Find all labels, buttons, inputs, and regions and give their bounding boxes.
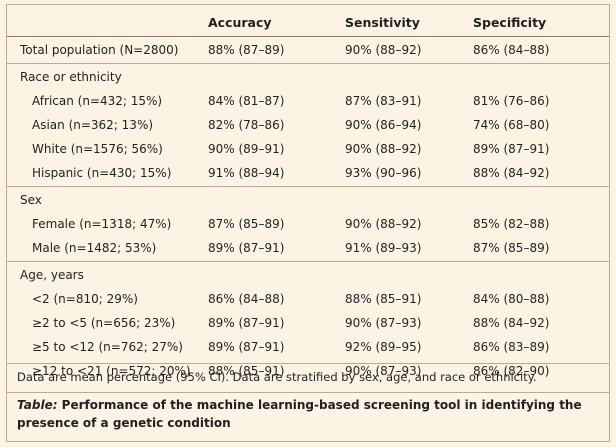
cell-group: Hispanic (n=430; 15%) bbox=[32, 166, 172, 180]
header-cell-sensitivity: Sensitivity bbox=[345, 15, 420, 30]
cell-specificity: 89% (87–91) bbox=[473, 142, 550, 156]
table-group-row: Age, years bbox=[0, 263, 616, 287]
cell-group: ≥2 to <5 (n=656; 23%) bbox=[32, 316, 176, 330]
header-rule bbox=[7, 36, 609, 37]
cell-sensitivity: 87% (83–91) bbox=[345, 94, 422, 108]
group-label: Age, years bbox=[20, 268, 84, 282]
table-group-row: Sex bbox=[0, 188, 616, 212]
header-cell-specificity: Specificity bbox=[473, 15, 547, 30]
table-frame bbox=[6, 4, 610, 442]
section-rule bbox=[7, 186, 609, 187]
table-bottom-rule bbox=[7, 363, 609, 364]
cell-sensitivity: 93% (90–96) bbox=[345, 166, 422, 180]
cell-specificity: 87% (85–89) bbox=[473, 241, 550, 255]
cell-accuracy: 88% (87–89) bbox=[208, 43, 285, 57]
table-header-row: Accuracy Sensitivity Specificity bbox=[0, 11, 616, 35]
table-row: Hispanic (n=430; 15%) 91% (88–94) 93% (90–… bbox=[0, 161, 616, 185]
cell-sensitivity: 90% (88–92) bbox=[345, 43, 422, 57]
table-row: ≥5 to <12 (n=762; 27%) 89% (87–91) 92% (89… bbox=[0, 335, 616, 359]
cell-group: Female (n=1318; 47%) bbox=[32, 217, 172, 231]
table-row: White (n=1576; 56%) 90% (89–91) 90% (88–92… bbox=[0, 137, 616, 161]
cell-specificity: 86% (82–90) bbox=[473, 364, 550, 378]
cell-sensitivity: 91% (89–93) bbox=[345, 241, 422, 255]
cell-specificity: 85% (82–88) bbox=[473, 217, 550, 231]
cell-specificity: 88% (84–92) bbox=[473, 166, 550, 180]
table-row: Total population (N=2800) 88% (87–89) 90% … bbox=[0, 38, 616, 62]
cell-sensitivity: 92% (89–95) bbox=[345, 340, 422, 354]
table-row: Male (n=1482; 53%) 89% (87–91) 91% (89–93)… bbox=[0, 236, 616, 260]
section-rule bbox=[7, 63, 609, 64]
caption-label: Table: bbox=[17, 398, 58, 412]
table-row: Female (n=1318; 47%) 87% (85–89) 90% (88–9… bbox=[0, 212, 616, 236]
cell-sensitivity: 90% (86–94) bbox=[345, 118, 422, 132]
table-row: <2 (n=810; 29%) 86% (84–88) 88% (85–91) 84%… bbox=[0, 287, 616, 311]
footnote-rule bbox=[7, 392, 609, 393]
cell-accuracy: 86% (84–88) bbox=[208, 292, 285, 306]
group-label: Sex bbox=[20, 193, 42, 207]
cell-sensitivity: 90% (88–92) bbox=[345, 217, 422, 231]
cell-sensitivity: 90% (87–93) bbox=[345, 316, 422, 330]
table-caption: Table: Performance of the machine learni… bbox=[17, 396, 602, 432]
table-row: African (n=432; 15%) 84% (81–87) 87% (83–9… bbox=[0, 89, 616, 113]
caption-text: Performance of the machine learning-base… bbox=[17, 398, 582, 430]
cell-specificity: 86% (84–88) bbox=[473, 43, 550, 57]
cell-accuracy: 89% (87–91) bbox=[208, 241, 285, 255]
cell-group: <2 (n=810; 29%) bbox=[32, 292, 138, 306]
section-rule bbox=[7, 261, 609, 262]
cell-accuracy: 91% (88–94) bbox=[208, 166, 285, 180]
cell-accuracy: 87% (85–89) bbox=[208, 217, 285, 231]
cell-specificity: 84% (80–88) bbox=[473, 292, 550, 306]
cell-group: White (n=1576; 56%) bbox=[32, 142, 163, 156]
table-row: ≥12 to <21 (n=572; 20%) 88% (85–91) 90% (8… bbox=[0, 359, 616, 383]
cell-accuracy: 90% (89–91) bbox=[208, 142, 285, 156]
table-row: ≥2 to <5 (n=656; 23%) 89% (87–91) 90% (87–… bbox=[0, 311, 616, 335]
cell-accuracy: 82% (78–86) bbox=[208, 118, 285, 132]
cell-group: ≥12 to <21 (n=572; 20%) bbox=[32, 364, 191, 378]
cell-sensitivity: 90% (88–92) bbox=[345, 142, 422, 156]
header-cell-accuracy: Accuracy bbox=[208, 15, 272, 30]
table-footnote: Data are mean percentage (95% CI). Data … bbox=[17, 370, 537, 384]
cell-accuracy: 84% (81–87) bbox=[208, 94, 285, 108]
cell-specificity: 74% (68–80) bbox=[473, 118, 550, 132]
cell-specificity: 81% (76–86) bbox=[473, 94, 550, 108]
cell-specificity: 86% (83–89) bbox=[473, 340, 550, 354]
cell-group: Asian (n=362; 13%) bbox=[32, 118, 154, 132]
cell-group: Male (n=1482; 53%) bbox=[32, 241, 157, 255]
cell-accuracy: 89% (87–91) bbox=[208, 316, 285, 330]
group-label: Race or ethnicity bbox=[20, 70, 122, 84]
cell-group: ≥5 to <12 (n=762; 27%) bbox=[32, 340, 183, 354]
cell-sensitivity: 88% (85–91) bbox=[345, 292, 422, 306]
cell-accuracy: 88% (85–91) bbox=[208, 364, 285, 378]
cell-specificity: 88% (84–92) bbox=[473, 316, 550, 330]
cell-group: Total population (N=2800) bbox=[20, 43, 179, 57]
table-group-row: Race or ethnicity bbox=[0, 65, 616, 89]
cell-group: African (n=432; 15%) bbox=[32, 94, 163, 108]
cell-accuracy: 89% (87–91) bbox=[208, 340, 285, 354]
cell-sensitivity: 90% (87–93) bbox=[345, 364, 422, 378]
table-row: Asian (n=362; 13%) 82% (78–86) 90% (86–94)… bbox=[0, 113, 616, 137]
